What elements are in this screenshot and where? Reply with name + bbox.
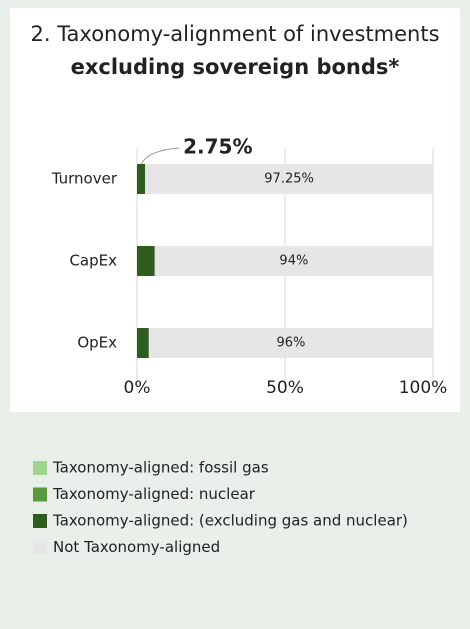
legend-label: Taxonomy-aligned: nuclear [52,485,256,503]
value-label: 96% [276,336,305,351]
bar-segment [145,164,433,194]
x-tick-label: 0% [124,378,151,398]
value-label: 94% [279,254,308,269]
legend-label: Not Taxonomy-aligned [53,538,220,556]
bar-segment [137,164,146,194]
bar-segment [137,246,155,276]
chart-title: 2. Taxonomy-alignment of investments exc… [20,18,450,84]
bar-segment [154,246,433,276]
legend-swatch [33,540,47,555]
bar-segment [137,328,149,358]
x-tick-label: 50% [266,378,304,398]
x-tick-label: 100% [399,378,448,398]
category-label: Turnover [51,170,118,188]
category-label: OpEx [77,334,117,352]
legend-swatch [33,461,47,475]
callout-label: 2.75% [183,135,252,159]
bar-segment [148,328,433,358]
title-bold: excluding sovereign bonds* [70,55,400,79]
legend-swatch [33,487,47,502]
value-label: 97.25% [264,172,314,187]
legend-label: Taxonomy-aligned: (excluding gas and nuc… [52,512,408,530]
callout-line [140,147,180,165]
title-text: 2. Taxonomy-alignment of investments [30,22,440,46]
category-label: CapEx [69,252,117,270]
legend-label: Taxonomy-aligned: fossil gas [52,459,269,477]
legend-swatch [33,514,47,528]
